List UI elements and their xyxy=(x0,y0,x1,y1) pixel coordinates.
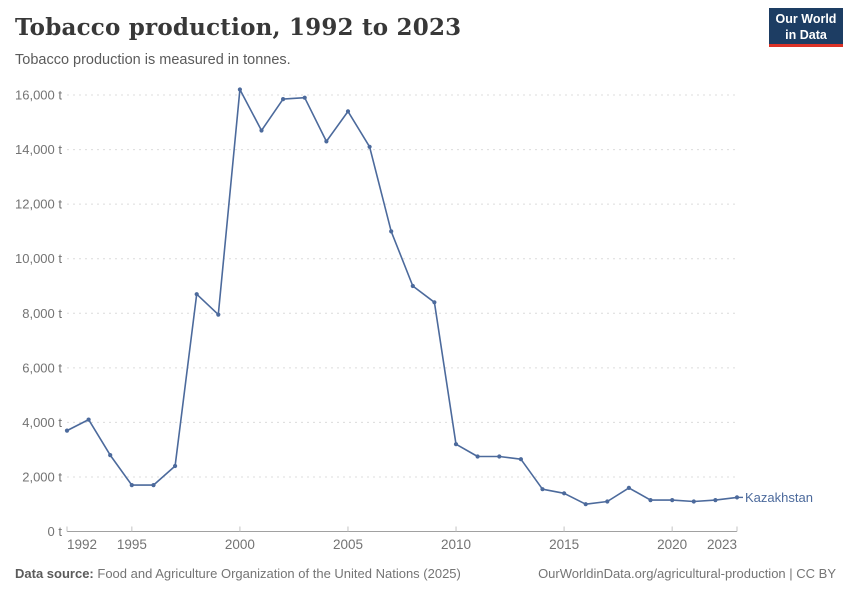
source-text: Food and Agriculture Organization of the… xyxy=(97,566,461,581)
x-axis-tick-label: 2005 xyxy=(333,537,363,552)
x-axis-tick-label: 2023 xyxy=(707,537,737,552)
y-axis-tick-label: 0 t xyxy=(48,524,63,539)
data-point[interactable] xyxy=(345,109,351,114)
data-point[interactable] xyxy=(518,457,524,462)
data-point[interactable] xyxy=(691,499,696,504)
data-point[interactable] xyxy=(562,491,567,496)
data-point[interactable] xyxy=(216,312,221,317)
series-label-kazakhstan[interactable]: Kazakhstan xyxy=(745,490,813,505)
data-point[interactable] xyxy=(129,483,134,488)
x-axis-tick-label: 2020 xyxy=(657,537,687,552)
data-point[interactable] xyxy=(670,498,675,503)
data-source-line: Data source: Food and Agriculture Organi… xyxy=(15,566,461,581)
y-axis-tick-label: 4,000 t xyxy=(22,415,62,430)
y-axis-tick-label: 10,000 t xyxy=(15,251,62,266)
owid-logo-line2: in Data xyxy=(785,28,827,42)
x-axis-tick-label: 2000 xyxy=(225,537,255,552)
y-axis-tick-label: 6,000 t xyxy=(22,360,62,375)
data-point[interactable] xyxy=(410,283,415,289)
data-point[interactable] xyxy=(540,487,545,492)
y-axis-tick-label: 2,000 t xyxy=(22,469,62,484)
data-point[interactable] xyxy=(367,144,372,149)
x-axis-tick-label: 1995 xyxy=(117,537,147,552)
series-line-kazakhstan[interactable] xyxy=(66,88,738,505)
data-point[interactable] xyxy=(713,498,718,503)
attribution-link[interactable]: OurWorldinData.org/agricultural-producti… xyxy=(538,566,836,581)
chart-subtitle: Tobacco production is measured in tonnes… xyxy=(15,52,291,68)
data-point[interactable] xyxy=(173,463,178,469)
data-point[interactable] xyxy=(389,229,394,234)
data-point[interactable] xyxy=(151,483,156,488)
data-point[interactable] xyxy=(86,417,91,422)
data-point[interactable] xyxy=(475,454,480,459)
data-point[interactable] xyxy=(583,502,588,507)
data-point[interactable] xyxy=(194,292,199,297)
data-point[interactable] xyxy=(453,442,459,447)
data-point[interactable] xyxy=(302,95,307,100)
data-point[interactable] xyxy=(626,485,632,490)
data-point[interactable] xyxy=(324,139,329,144)
y-axis-tick-label: 16,000 t xyxy=(15,88,62,103)
owid-logo-line1: Our World xyxy=(775,12,837,26)
data-point[interactable] xyxy=(259,128,264,133)
x-axis-tick-label: 1992 xyxy=(67,537,97,552)
data-point[interactable] xyxy=(64,428,70,433)
data-point[interactable] xyxy=(648,498,653,503)
data-point[interactable] xyxy=(605,499,610,504)
data-point[interactable] xyxy=(734,495,740,500)
y-axis-tick-label: 8,000 t xyxy=(22,306,62,321)
data-point[interactable] xyxy=(108,453,113,458)
data-point[interactable] xyxy=(497,454,502,459)
y-axis-tick-label: 14,000 t xyxy=(15,142,62,157)
data-point[interactable] xyxy=(237,87,242,92)
y-axis-tick-label: 12,000 t xyxy=(15,197,62,212)
source-label: Data source: xyxy=(15,566,94,581)
page-title: Tobacco production, 1992 to 2023 xyxy=(15,14,462,41)
x-axis-tick-label: 2010 xyxy=(441,537,471,552)
x-axis-tick-label: 2015 xyxy=(549,537,579,552)
owid-logo[interactable]: Our World in Data xyxy=(769,8,843,47)
data-point[interactable] xyxy=(281,97,286,102)
data-point[interactable] xyxy=(432,300,437,305)
